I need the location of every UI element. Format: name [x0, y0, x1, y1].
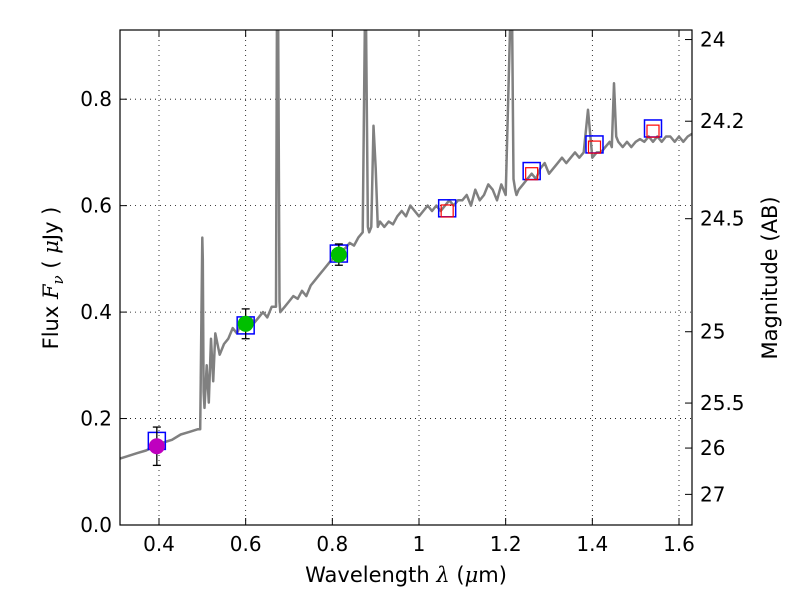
y-tick-label-3: 0.6	[80, 194, 112, 218]
nir-point-0	[440, 204, 454, 218]
x-axis-label: Wavelength λ (μm)	[305, 563, 507, 587]
y-tick-label-1: 0.2	[80, 407, 112, 431]
mag-tick-label-4: 25.5	[700, 391, 745, 415]
mag-tick-label-3: 25	[700, 320, 725, 344]
y2-axis-label: Magnitude (AB)	[758, 196, 782, 359]
x-tick-label-1: 0.6	[230, 532, 262, 556]
y-tick-label-4: 0.8	[80, 87, 112, 111]
x-tick-label-2: 0.8	[316, 532, 348, 556]
x-tick-label-4: 1.2	[490, 532, 522, 556]
observed-point-2	[330, 246, 347, 263]
y-tick-label-0: 0.0	[80, 513, 112, 537]
y-tick-label-2: 0.4	[80, 300, 112, 324]
observed-point-1	[237, 315, 254, 332]
mag-tick-label-6: 27	[700, 482, 725, 506]
photometry-markers	[147, 119, 663, 467]
observed-point-0	[148, 438, 165, 455]
mag-tick-label-1: 24.2	[700, 109, 745, 133]
mag-tick-label-0: 24	[700, 28, 725, 52]
plot-background	[120, 30, 692, 525]
x-tick-label-3: 1	[413, 532, 426, 556]
y-axis-label: Flux Fν ( μJy )	[39, 207, 67, 350]
mag-tick-label-2: 24.5	[700, 207, 745, 231]
nir-point-3	[646, 124, 660, 138]
nir-point-2	[587, 140, 602, 154]
mag-tick-label-5: 26	[700, 436, 725, 460]
x-tick-label-5: 1.4	[576, 532, 608, 556]
x-tick-label-6: 1.6	[663, 532, 695, 556]
plot-frame	[119, 29, 693, 526]
x-tick-label-0: 0.4	[143, 532, 175, 556]
nir-point-1	[525, 167, 539, 181]
axis-ticks: 0.4 0.6 0.8 1 1.2 1.4 1.6 0.0 0.2 0.4 0.6 0.8 24 24.2…	[80, 28, 744, 556]
